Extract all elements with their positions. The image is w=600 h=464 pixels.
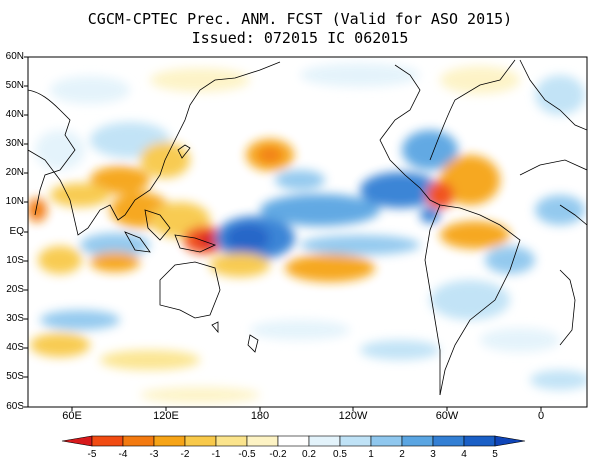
colorbar-segment — [370, 435, 403, 447]
colorbar-label: -3 — [149, 449, 159, 460]
colorbar-label: 3 — [430, 449, 436, 460]
colorbar-segment — [153, 435, 186, 447]
lon-label-60w: 60W — [435, 410, 459, 422]
lon-label-180: 180 — [250, 410, 270, 422]
lon-ticks — [71, 407, 542, 411]
map-title: CGCM-CPTEC Prec. ANM. FCST (Valid for AS… — [87, 10, 513, 28]
lon-label-120e: 120E — [153, 410, 179, 422]
colorbar-label: -0.2 — [269, 449, 287, 460]
colorbar-label: 1 — [368, 449, 374, 460]
lat-label-50n: 50N — [5, 80, 24, 91]
lon-label-120w: 120W — [338, 410, 368, 422]
colorbar-segment — [61, 435, 93, 447]
lat-label-30s: 30S — [6, 313, 24, 324]
colorbar-label: -1 — [211, 449, 221, 460]
colorbar-label: 5 — [492, 449, 498, 460]
colorbar — [61, 435, 526, 447]
colorbar-segment — [246, 435, 279, 447]
lat-label-40n: 40N — [5, 109, 24, 120]
lat-label-60n: 60N — [5, 51, 24, 62]
colorbar-segment — [463, 435, 496, 447]
colorbar-label: -2 — [180, 449, 190, 460]
colorbar-segment — [91, 435, 124, 447]
colorbar-label: -5 — [87, 449, 97, 460]
colorbar-segment — [401, 435, 434, 447]
colorbar-label: -0.5 — [238, 449, 256, 460]
colorbar-segment — [122, 435, 155, 447]
lon-label-0: 0 — [537, 410, 545, 422]
lat-label-30n: 30N — [5, 138, 24, 149]
anomaly-field — [28, 63, 587, 403]
lat-label-40s: 40S — [6, 342, 24, 353]
lat-label-20s: 20S — [6, 284, 24, 295]
lat-label-10s: 10S — [6, 255, 24, 266]
colorbar-segment — [432, 435, 465, 447]
colorbar-segment — [339, 435, 372, 447]
colorbar-segment — [277, 435, 310, 447]
colorbar-segment — [308, 435, 341, 447]
lat-label-50s: 50S — [6, 371, 24, 382]
lon-label-60e: 60E — [62, 410, 82, 422]
colorbar-label: 0.2 — [302, 449, 316, 460]
lat-label-10n: 10N — [5, 196, 24, 207]
colorbar-label: 2 — [399, 449, 405, 460]
lat-ticks — [24, 56, 28, 408]
map-subtitle-issued: Issued: 072015 IC 062015 — [191, 29, 409, 47]
coastlines — [28, 59, 587, 396]
colorbar-label: 4 — [461, 449, 467, 460]
lat-label-20n: 20N — [5, 167, 24, 178]
colorbar-segment — [215, 435, 248, 447]
lat-label-eq: EQ — [9, 226, 24, 237]
colorbar-segment — [184, 435, 217, 447]
colorbar-segment — [494, 435, 526, 447]
colorbar-label: 0.5 — [333, 449, 347, 460]
lat-label-60s: 60S — [6, 401, 24, 412]
colorbar-label: -4 — [118, 449, 128, 460]
